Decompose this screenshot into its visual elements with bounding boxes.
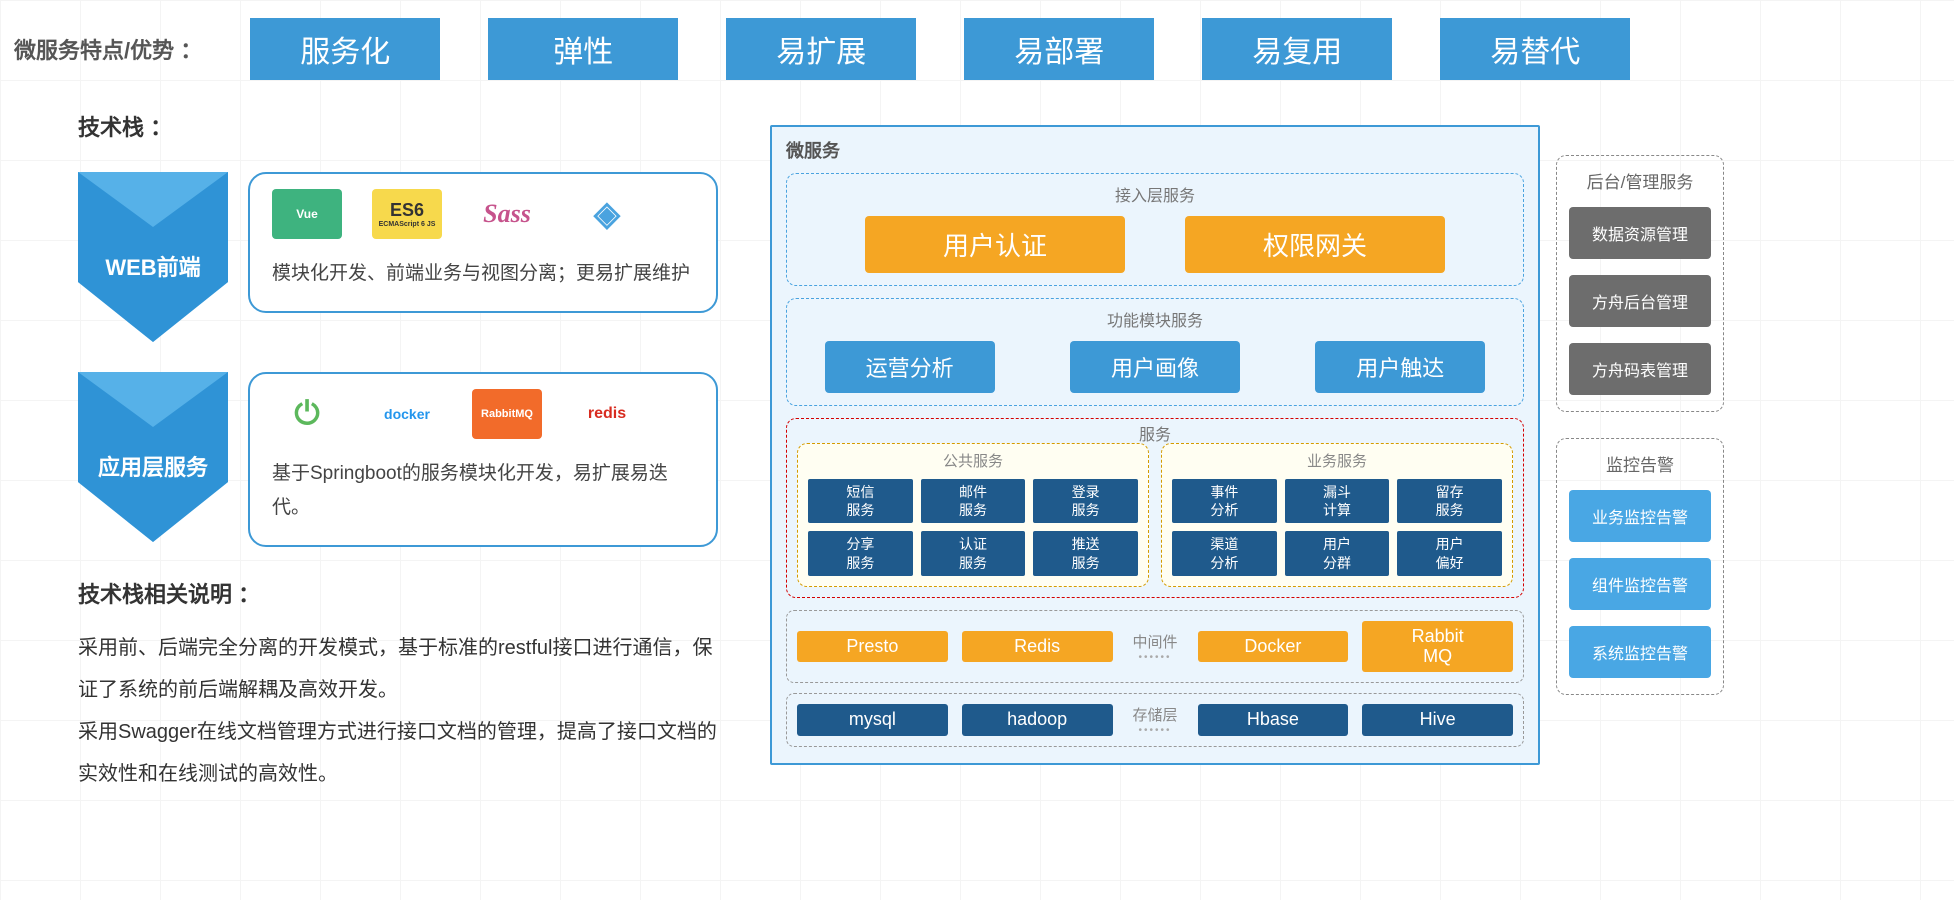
feature-title: 功能模块服务 (797, 307, 1513, 331)
docker-icon: docker (372, 389, 442, 439)
stack-card-app: ⏻ docker RabbitMQ redis 基于Springboot的服务模… (248, 372, 718, 547)
svc-item: 用户 偏好 (1397, 531, 1502, 575)
admin-item: 方舟后台管理 (1569, 275, 1711, 327)
monitor-item: 系统监控告警 (1569, 626, 1711, 678)
access-layer: 接入层服务 用户认证 权限网关 (786, 173, 1524, 286)
middleware-layer: Presto Redis 中间件•••••• Docker Rabbit MQ (786, 610, 1524, 684)
admin-column: 后台/管理服务 数据资源管理 方舟后台管理 方舟码表管理 监控告警 业务监控告警… (1556, 155, 1724, 721)
business-services: 业务服务 事件 分析 漏斗 计算 留存 服务 渠道 分析 用户 分群 用户 偏好 (1161, 443, 1513, 587)
monitor-item: 组件监控告警 (1569, 558, 1711, 610)
webpack-icon: ◈ (572, 189, 642, 239)
stack-block-web: WEB前端 Vue ES6ECMAScript 6 JS Sass ◈ 模块化开… (78, 172, 718, 342)
admin-box: 后台/管理服务 数据资源管理 方舟后台管理 方舟码表管理 (1556, 155, 1724, 412)
feature-boxes: 服务化 弹性 易扩展 易部署 易复用 易替代 (250, 18, 1630, 80)
microservice-panel: 微服务 接入层服务 用户认证 权限网关 功能模块服务 运营分析 用户画像 用户触… (770, 125, 1540, 765)
feature-box: 易复用 (1202, 18, 1392, 80)
svc-item: 漏斗 计算 (1285, 479, 1390, 523)
svc-item: 登录 服务 (1033, 479, 1138, 523)
feature-layer: 功能模块服务 运营分析 用户画像 用户触达 (786, 298, 1524, 406)
stack-icons: ⏻ docker RabbitMQ redis (272, 389, 694, 439)
rabbitmq-icon: RabbitMQ (472, 389, 542, 439)
mw-item: Rabbit MQ (1362, 621, 1513, 673)
features-label: 微服务特点/优势 ： (14, 33, 202, 65)
public-services: 公共服务 短信 服务 邮件 服务 登录 服务 分享 服务 认证 服务 推送 服务 (797, 443, 1149, 587)
es6-icon: ES6ECMAScript 6 JS (372, 189, 442, 239)
business-title: 业务服务 (1172, 450, 1502, 471)
feature-box: 易扩展 (726, 18, 916, 80)
admin-title: 后台/管理服务 (1569, 168, 1711, 193)
svc-item: 推送 服务 (1033, 531, 1138, 575)
mw-item: Docker (1198, 631, 1349, 663)
storage-layer: mysql hadoop 存储层•••••• Hbase Hive (786, 693, 1524, 747)
stack-desc: 基于Springboot的服务模块化开发，易扩展易迭代。 (272, 457, 694, 525)
feature-box: 易替代 (1440, 18, 1630, 80)
features-row: 微服务特点/优势 ： 服务化 弹性 易扩展 易部署 易复用 易替代 (0, 0, 1954, 98)
access-title: 接入层服务 (797, 182, 1513, 206)
stack-block-app: 应用层服务 ⏻ docker RabbitMQ redis 基于Springbo… (78, 372, 718, 547)
feature-box: 弹性 (488, 18, 678, 80)
svc-item: 短信 服务 (808, 479, 913, 523)
services-layer: 服务 公共服务 短信 服务 邮件 服务 登录 服务 分享 服务 认证 服务 推送… (786, 418, 1524, 598)
vue-icon: Vue (272, 189, 342, 239)
stack-card-web: Vue ES6ECMAScript 6 JS Sass ◈ 模块化开发、前端业务… (248, 172, 718, 313)
svc-item: 留存 服务 (1397, 479, 1502, 523)
access-item: 用户认证 (865, 216, 1125, 273)
admin-item: 数据资源管理 (1569, 207, 1711, 259)
storage-title: 存储层•••••• (1133, 704, 1178, 736)
svc-item: 事件 分析 (1172, 479, 1277, 523)
monitor-item: 业务监控告警 (1569, 490, 1711, 542)
ms-title: 微服务 (786, 137, 1524, 163)
storage-item: Hbase (1198, 704, 1349, 736)
sass-icon: Sass (472, 189, 542, 239)
redis-icon: redis (572, 389, 642, 439)
monitor-title: 监控告警 (1569, 451, 1711, 476)
feature-item: 用户触达 (1315, 341, 1485, 393)
svc-item: 分享 服务 (808, 531, 913, 575)
svc-item: 渠道 分析 (1172, 531, 1277, 575)
access-item: 权限网关 (1185, 216, 1445, 273)
chevron-web: WEB前端 (78, 172, 228, 342)
left-column: 技术栈 ： WEB前端 Vue ES6ECMAScript 6 JS Sass … (78, 110, 718, 795)
mw-item: Presto (797, 631, 948, 663)
admin-item: 方舟码表管理 (1569, 343, 1711, 395)
public-title: 公共服务 (808, 450, 1138, 471)
explain-title: 技术栈相关说明 ： (78, 577, 718, 609)
feature-box: 服务化 (250, 18, 440, 80)
svc-item: 用户 分群 (1285, 531, 1390, 575)
storage-item: hadoop (962, 704, 1113, 736)
feature-box: 易部署 (964, 18, 1154, 80)
services-title: 服务 (787, 421, 1523, 445)
mw-item: Redis (962, 631, 1113, 663)
svc-item: 认证 服务 (921, 531, 1026, 575)
chevron-app: 应用层服务 (78, 372, 228, 542)
stack-desc: 模块化开发、前端业务与视图分离；更易扩展维护 (272, 257, 694, 291)
storage-item: mysql (797, 704, 948, 736)
stack-icons: Vue ES6ECMAScript 6 JS Sass ◈ (272, 189, 694, 239)
mw-title: 中间件•••••• (1133, 631, 1178, 663)
monitor-box: 监控告警 业务监控告警 组件监控告警 系统监控告警 (1556, 438, 1724, 695)
chevron-label: WEB前端 (78, 250, 228, 282)
storage-item: Hive (1362, 704, 1513, 736)
chevron-label: 应用层服务 (78, 450, 228, 482)
feature-item: 用户画像 (1070, 341, 1240, 393)
spring-icon: ⏻ (272, 389, 342, 439)
feature-item: 运营分析 (825, 341, 995, 393)
tech-stack-title: 技术栈 ： (78, 110, 718, 142)
explain-text: 采用前、后端完全分离的开发模式，基于标准的restful接口进行通信，保证了系统… (78, 627, 718, 795)
svc-item: 邮件 服务 (921, 479, 1026, 523)
